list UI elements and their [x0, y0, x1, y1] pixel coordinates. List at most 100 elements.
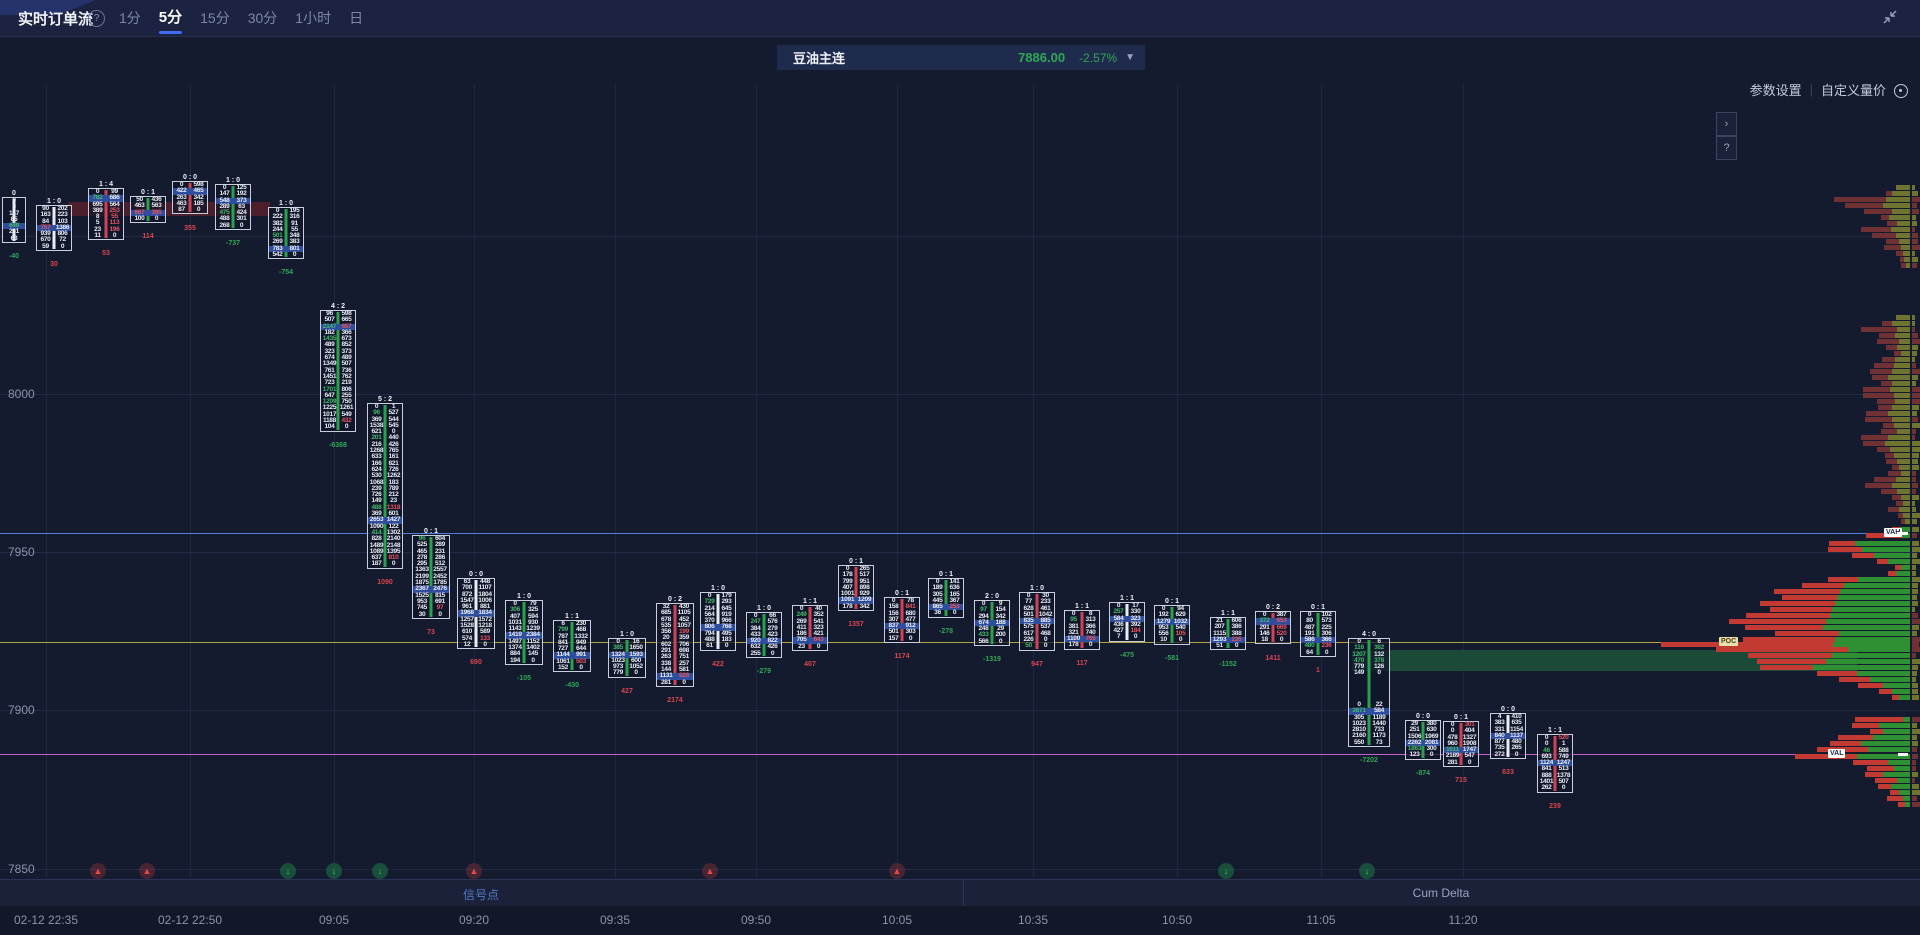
bar-row: 63 448	[458, 578, 494, 585]
profile-buy-bar	[1896, 185, 1910, 190]
bar-row: 2160 1173	[1349, 732, 1389, 739]
profile-sell-bar	[1775, 631, 1839, 636]
ask-volume: 366	[341, 328, 352, 336]
collapse-icon[interactable]	[1880, 7, 1900, 27]
profile-sell-bar	[1861, 327, 1897, 332]
bar-row: 0 79	[506, 600, 542, 607]
vertical-gridline	[615, 85, 616, 878]
instrument-selector[interactable]: 豆油主连 7886.00 -2.57% ▼	[777, 45, 1145, 70]
bar-row: 693 749	[1538, 753, 1572, 760]
bid-volume: 63	[10, 234, 18, 242]
footprint-bar: 0 : 1 0 102 80 573 487 225 191 306 586 366 480 236 64…	[1300, 604, 1336, 674]
footprint-bar: 1 : 1 21 606 207 386 1115 388 1293 235 51 0 -1152	[1210, 610, 1246, 668]
profile-buy-bar	[1835, 637, 1910, 642]
profile-edge-stub	[1912, 760, 1916, 765]
tab-1小时[interactable]: 1小时	[295, 10, 332, 26]
bid-volume: 30	[418, 610, 426, 618]
ask-volume: 598	[193, 181, 204, 188]
tab-日[interactable]: 日	[349, 10, 364, 26]
ask-volume: 448	[479, 578, 491, 585]
signal-pane-label[interactable]: 信号点	[462, 888, 500, 902]
profile-buy-bar	[1858, 577, 1910, 582]
ask-volume: 9	[998, 600, 1003, 607]
ask-volume: 594	[527, 612, 539, 620]
profile-edge-stub	[1912, 741, 1918, 746]
bar-header: 1 : 0	[516, 593, 531, 600]
bar-header: 0 : 1	[1164, 598, 1179, 605]
ask-volume: 6	[1377, 638, 1381, 645]
bar-row: 96 527	[368, 409, 402, 416]
cum-delta-pane-label[interactable]: Cum Delta	[1412, 886, 1470, 900]
profile-sell-bar	[1894, 351, 1901, 356]
time-axis[interactable]: 02-12 22:35 02-12 22:50 09:05 09:20 09:35 09:…	[0, 906, 1920, 935]
bid-volume: 0	[1450, 727, 1455, 735]
param-settings-button[interactable]: 参数设置	[1749, 83, 1802, 98]
ask-volume: 1107	[478, 584, 492, 592]
ask-volume: 421	[813, 630, 824, 638]
ask-volume: 1386	[55, 223, 70, 231]
bar-delta: 422	[712, 660, 724, 668]
ask-volume: 762	[341, 372, 352, 380]
side-button-?[interactable]: ?	[1716, 136, 1737, 160]
ask-volume: 436	[151, 196, 162, 203]
profile-buy-bar	[1894, 363, 1910, 368]
bid-volume: 305	[932, 590, 943, 598]
bar-row: 525 289	[413, 541, 449, 548]
bar-row: 291 669	[1256, 624, 1290, 631]
bid-volume: 674	[324, 354, 335, 362]
profile-buy-bar	[1883, 772, 1910, 777]
target-icon[interactable]	[1894, 83, 1908, 98]
profile-buy-bar	[1894, 766, 1910, 771]
bid-volume: 0	[1357, 638, 1361, 645]
bid-volume: 147	[219, 190, 230, 198]
ask-volume: 740	[1085, 628, 1096, 636]
vertical-gridline	[1033, 85, 1034, 878]
bar-header: 0 : 1	[140, 189, 155, 196]
ask-volume: 0	[344, 423, 349, 431]
ask-volume: 461	[1040, 604, 1051, 612]
help-icon[interactable]: ?	[88, 10, 105, 27]
profile-edge-stub	[1912, 339, 1920, 344]
profile-buy-bar	[1899, 339, 1910, 344]
bar-row: 649	[3, 222, 25, 230]
ask-volume: 426	[388, 440, 399, 448]
bar-delta: 427	[621, 687, 633, 695]
ask-volume: 841	[905, 603, 916, 611]
vertical-gridline	[334, 85, 335, 878]
bar-delta: -278	[938, 627, 953, 635]
bid-volume: 414	[371, 528, 382, 536]
profile-sell-bar	[1896, 251, 1903, 256]
ask-volume: 821	[388, 459, 399, 467]
ask-volume: 352	[813, 611, 824, 619]
bar-row: 1091 1209	[839, 597, 873, 604]
tab-15分[interactable]: 15分	[200, 10, 230, 26]
ask-volume: 468	[575, 626, 587, 634]
bar-row: 383 635	[1491, 719, 1525, 726]
side-button-›[interactable]: ›	[1716, 112, 1737, 136]
bid-volume: 1023	[611, 656, 625, 664]
profile-edge-stub	[1912, 790, 1920, 795]
ask-volume: 313	[1085, 616, 1096, 624]
tab-30分[interactable]: 30分	[247, 10, 278, 26]
ask-volume: 22	[1375, 700, 1383, 708]
bid-volume: 389	[92, 206, 103, 214]
ask-volume: 0	[1429, 751, 1434, 759]
profile-buy-bar	[1905, 519, 1910, 524]
tab-5分[interactable]: 5分	[150, 0, 191, 36]
ask-volume: 949	[575, 638, 587, 646]
tab-1分[interactable]: 1分	[119, 10, 141, 26]
bar-row: 564 919	[701, 611, 735, 618]
chevron-down-icon[interactable]: ▼	[1125, 52, 1135, 63]
custom-volume-price-button[interactable]: 自定义量价	[1820, 83, 1886, 98]
profile-sell-bar	[1886, 191, 1892, 196]
ask-volume: 253	[109, 206, 120, 214]
ask-volume: 801	[289, 244, 300, 252]
ask-volume: 141	[949, 578, 960, 585]
bar-row: 147	[3, 210, 25, 217]
bid-volume: 21	[1216, 617, 1223, 624]
ask-volume: 359	[678, 634, 690, 642]
bid-volume: 953	[1158, 623, 1169, 631]
bid-volume: 0	[1161, 605, 1166, 612]
footprint-bar: 1 : 1 0 8 95 313 381 366 321 740 1100 765 178 0 117	[1064, 603, 1100, 667]
